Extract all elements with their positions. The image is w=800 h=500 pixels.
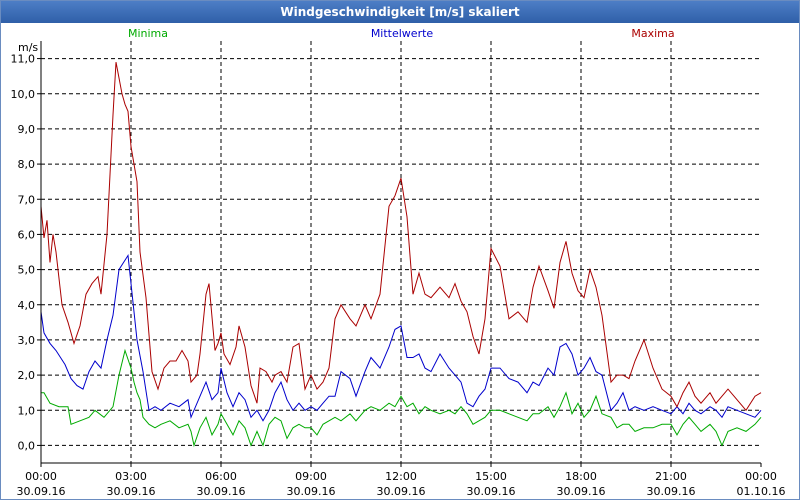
y-tick-label: 10,0 xyxy=(11,88,36,101)
x-tick-date-label: 30.09.16 xyxy=(377,485,426,498)
axes: m/s xyxy=(18,41,761,464)
x-tick-time-label: 18:00 xyxy=(565,470,597,483)
x-tick-date-label: 30.09.16 xyxy=(647,485,696,498)
x-tick-date-label: 01.10.16 xyxy=(737,485,786,498)
y-tick-label: 2,0 xyxy=(18,369,36,382)
y-tick-label: 4,0 xyxy=(18,299,36,312)
legend-maxima: Maxima xyxy=(631,27,674,40)
x-tick-time-label: 15:00 xyxy=(475,470,507,483)
y-tick-label: 3,0 xyxy=(18,334,36,347)
series-line-mittelwerte xyxy=(40,254,762,422)
x-tick-time-label: 21:00 xyxy=(655,470,687,483)
y-tick-label: 11,0 xyxy=(11,53,36,66)
y-axis-unit-label: m/s xyxy=(18,41,38,54)
y-tick-labels: 0,0 1,0 2,0 3,0 4,0 5,0 6,0 7,0 8,0 9,0 10,0 11,0 xyxy=(11,53,36,453)
series-line-minima xyxy=(41,348,762,448)
x-tick-date-label: 30.09.16 xyxy=(17,485,66,498)
x-tick-date-label: 30.09.16 xyxy=(197,485,246,498)
y-tick-label: 5,0 xyxy=(18,264,36,277)
x-tick-time-label: 00:00 xyxy=(25,470,57,483)
y-tick-label: 7,0 xyxy=(18,193,36,206)
y-tick-label: 0,0 xyxy=(18,439,36,452)
y-tick-label: 6,0 xyxy=(18,228,36,241)
series-line-maxima xyxy=(40,62,762,412)
legend-mittelwerte: Mittelwerte xyxy=(371,27,434,40)
chart-title: Windgeschwindigkeit [m/s] skaliert xyxy=(1,1,799,23)
x-tick-time-label: 00:00 xyxy=(745,470,777,483)
y-tick-label: 8,0 xyxy=(18,158,36,171)
y-tick-label: 9,0 xyxy=(18,123,36,136)
x-tick-labels: 00:00 30.09.16 03:00 30.09.16 06:00 30.09.16 0… xyxy=(17,470,786,498)
x-tick-time-label: 12:00 xyxy=(385,470,417,483)
x-tick-date-label: 30.09.16 xyxy=(287,485,336,498)
y-tick-label: 1,0 xyxy=(18,404,36,417)
x-tick-date-label: 30.09.16 xyxy=(107,485,156,498)
grid-lines xyxy=(37,41,762,467)
x-tick-time-label: 03:00 xyxy=(115,470,147,483)
x-tick-date-label: 30.09.16 xyxy=(467,485,516,498)
series-layer xyxy=(40,62,762,448)
legend: Minima Mittelwerte Maxima xyxy=(128,27,675,40)
x-tick-date-label: 30.09.16 xyxy=(557,485,606,498)
legend-minima: Minima xyxy=(128,27,168,40)
x-tick-time-label: 09:00 xyxy=(295,470,327,483)
x-tick-time-label: 06:00 xyxy=(205,470,237,483)
